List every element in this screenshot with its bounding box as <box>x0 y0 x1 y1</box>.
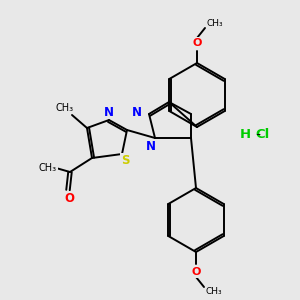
Text: O: O <box>191 267 201 277</box>
Text: O: O <box>64 191 74 205</box>
Text: CH₃: CH₃ <box>56 103 74 113</box>
Text: CH₃: CH₃ <box>207 19 223 28</box>
Text: N: N <box>104 106 114 118</box>
Text: N: N <box>132 106 142 118</box>
Text: N: N <box>146 140 156 152</box>
Text: CH₃: CH₃ <box>206 287 222 296</box>
Text: -: - <box>252 128 265 142</box>
Text: Cl: Cl <box>255 128 269 142</box>
Text: O: O <box>192 38 202 48</box>
Text: CH₃: CH₃ <box>39 163 57 173</box>
Text: S: S <box>121 154 129 166</box>
Text: H: H <box>240 128 251 142</box>
